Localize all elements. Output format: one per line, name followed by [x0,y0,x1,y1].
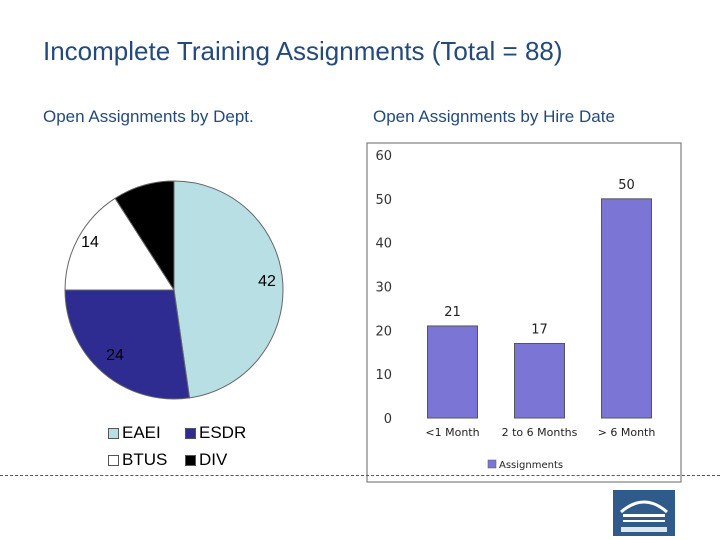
berkeley-lab-logo [613,490,675,536]
pie-slice-esdr [64,289,191,400]
pie-data-label-42: 42 [258,273,276,290]
legend-swatch-div [185,454,196,466]
y-tick-label-50: 50 [375,193,392,208]
y-tick-label-20: 20 [375,324,392,339]
legend-label-eaei: EAEI [122,423,161,442]
x-tick-label-2: 2 to 6 Months [502,426,578,439]
y-tick-label-10: 10 [375,368,392,383]
bar-data-label-1: 21 [444,305,461,320]
pie-legend-item-eaei: EAEI [108,423,161,443]
x-tick-label-3: > 6 Month [598,426,656,439]
y-tick-label-30: 30 [375,281,392,296]
pie-data-label-24: 24 [106,347,124,364]
legend-swatch-esdr [185,427,196,439]
bar-2 [514,342,565,419]
x-tick-label-1: <1 Month [425,426,479,439]
pie-slice-eaei [173,180,284,399]
pie-data-label-14: 14 [81,234,99,251]
legend-swatch-eaei [108,427,119,439]
bar-chart-frame [366,142,682,483]
pie-legend-item-btus: BTUS [108,450,167,470]
legend-label-btus: BTUS [122,450,168,469]
pie-legend-item-esdr: ESDR [185,423,246,443]
legend-label-esdr: ESDR [199,423,247,442]
legend-swatch-btus [108,454,119,466]
pie-legend-item-div: DIV [185,450,227,470]
y-tick-label-40: 40 [375,237,392,252]
bar-chart-subtitle: Open Assignments by Hire Date [373,107,615,126]
bar-3 [601,198,652,419]
bar-legend-label: Assignments [499,460,563,471]
pie-slice-div [114,180,175,292]
pie-slice-btus [64,197,175,291]
y-tick-label-60: 60 [375,149,392,164]
y-tick-label-0: 0 [384,412,392,427]
bar-legend-swatch [487,459,497,469]
footer-divider [0,475,720,476]
bar-data-label-2: 17 [531,322,548,337]
bar-data-label-3: 50 [618,178,635,193]
pie-chart-subtitle: Open Assignments by Dept. [43,107,254,126]
slide-title: Incomplete Training Assignments (Total =… [43,36,563,66]
legend-label-div: DIV [199,450,228,469]
bar-1 [427,325,478,419]
